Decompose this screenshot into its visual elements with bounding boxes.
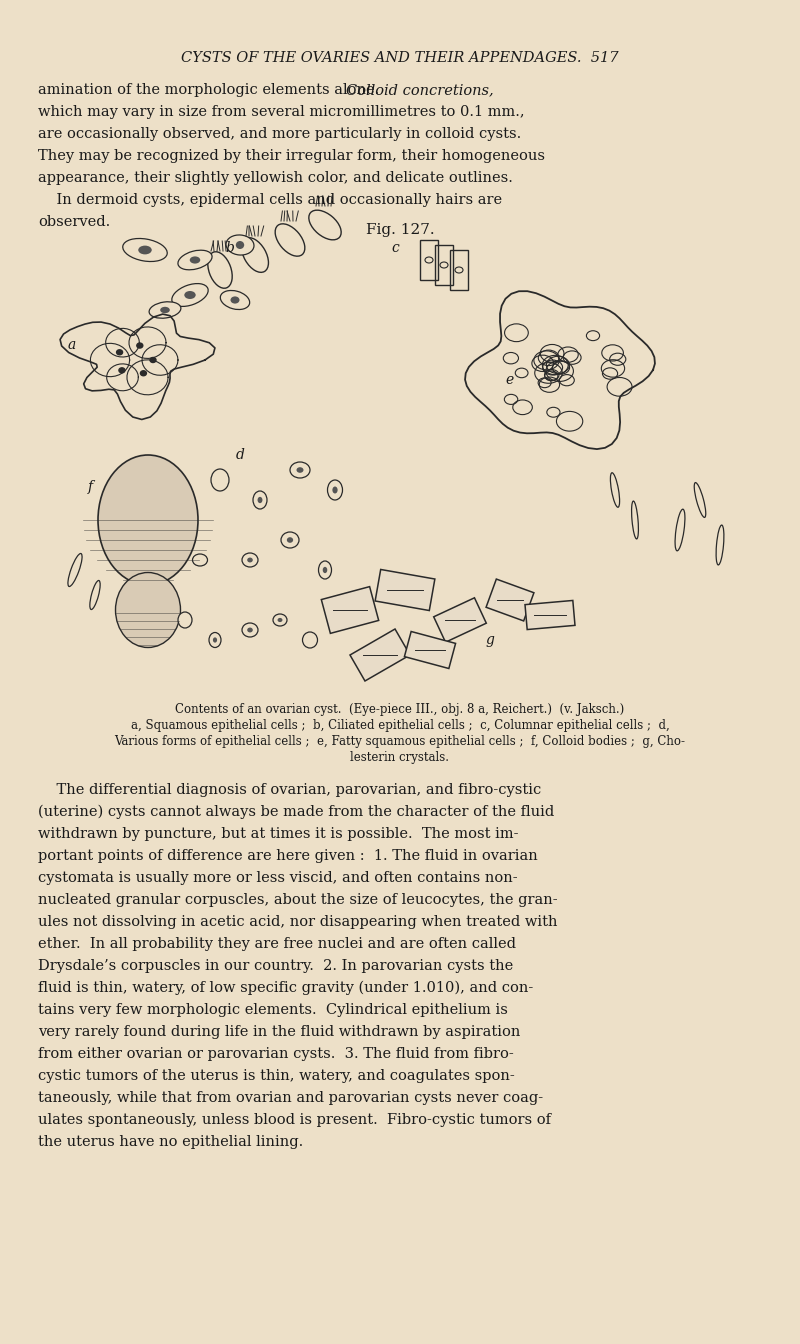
Ellipse shape [137, 343, 143, 348]
Ellipse shape [247, 558, 253, 562]
Text: appearance, their slightly yellowish color, and delicate outlines.: appearance, their slightly yellowish col… [38, 171, 513, 185]
Bar [420, 241, 438, 280]
Text: ules not dissolving in acetic acid, nor disappearing when treated with: ules not dissolving in acetic acid, nor … [38, 915, 558, 929]
Text: ether.  In all probability they are free nuclei and are often called: ether. In all probability they are free … [38, 937, 516, 952]
Text: cystomata is usually more or less viscid, and often contains non-: cystomata is usually more or less viscid… [38, 871, 518, 884]
Text: e: e [506, 374, 514, 387]
Text: f: f [87, 480, 93, 495]
Ellipse shape [190, 257, 200, 263]
Text: very rarely found during life in the fluid withdrawn by aspiration: very rarely found during life in the flu… [38, 1025, 520, 1039]
Ellipse shape [220, 290, 250, 309]
Text: Colloid concretions,: Colloid concretions, [346, 83, 494, 97]
Ellipse shape [90, 581, 100, 610]
Ellipse shape [716, 526, 724, 564]
Ellipse shape [119, 368, 125, 372]
Ellipse shape [297, 468, 303, 473]
Bar [486, 579, 534, 621]
Text: Various forms of epithelial cells ;  e, Fatty squamous epithelial cells ;  f, Co: Various forms of epithelial cells ; e, F… [114, 735, 686, 749]
Ellipse shape [236, 241, 244, 249]
Ellipse shape [253, 491, 267, 509]
Text: the uterus have no epithelial lining.: the uterus have no epithelial lining. [38, 1134, 303, 1149]
Bar [434, 598, 486, 642]
Ellipse shape [302, 632, 318, 648]
Ellipse shape [122, 238, 167, 262]
Text: fluid is thin, watery, of low specific gravity (under 1.010), and con-: fluid is thin, watery, of low specific g… [38, 981, 534, 995]
Text: are occasionally observed, and more particularly in colloid cysts.: are occasionally observed, and more part… [38, 126, 522, 141]
Bar [405, 632, 455, 668]
Text: lesterin crystals.: lesterin crystals. [350, 751, 450, 765]
Text: Drysdale’s corpuscles in our country.  2. In parovarian cysts the: Drysdale’s corpuscles in our country. 2.… [38, 960, 514, 973]
Ellipse shape [178, 250, 212, 270]
Ellipse shape [247, 628, 253, 633]
Text: ulates spontaneously, unless blood is present.  Fibro-cystic tumors of: ulates spontaneously, unless blood is pr… [38, 1113, 551, 1128]
Text: portant points of difference are here given :  1. The fluid in ovarian: portant points of difference are here gi… [38, 849, 538, 863]
Bar [435, 245, 453, 285]
Text: nucleated granular corpuscles, about the size of leucocytes, the gran-: nucleated granular corpuscles, about the… [38, 892, 558, 907]
Text: from either ovarian or parovarian cysts.  3. The fluid from fibro-: from either ovarian or parovarian cysts.… [38, 1047, 514, 1060]
Text: cystic tumors of the uterus is thin, watery, and coagulates spon-: cystic tumors of the uterus is thin, wat… [38, 1068, 514, 1083]
Ellipse shape [138, 246, 152, 254]
Ellipse shape [230, 297, 239, 304]
Text: c: c [391, 241, 399, 255]
Ellipse shape [610, 473, 619, 507]
Bar [450, 250, 468, 290]
Text: CYSTS OF THE OVARIES AND THEIR APPENDAGES.  517: CYSTS OF THE OVARIES AND THEIR APPENDAGE… [182, 51, 618, 65]
Ellipse shape [211, 469, 229, 491]
Ellipse shape [322, 567, 327, 573]
Bar [350, 629, 410, 681]
Ellipse shape [150, 358, 156, 363]
Ellipse shape [318, 560, 331, 579]
Ellipse shape [226, 235, 254, 255]
Ellipse shape [278, 618, 282, 622]
Text: which may vary in size from several micromillimetres to 0.1 mm.,: which may vary in size from several micr… [38, 105, 525, 120]
Text: observed.: observed. [38, 215, 110, 228]
Text: (uterine) cysts cannot always be made from the character of the fluid: (uterine) cysts cannot always be made fr… [38, 805, 554, 820]
Ellipse shape [242, 552, 258, 567]
Ellipse shape [694, 482, 706, 517]
Text: d: d [235, 448, 245, 462]
Text: b: b [226, 241, 234, 255]
Text: a: a [68, 337, 76, 352]
Ellipse shape [273, 614, 287, 626]
Text: In dermoid cysts, epidermal cells and occasionally hairs are: In dermoid cysts, epidermal cells and oc… [38, 194, 502, 207]
Ellipse shape [160, 306, 170, 313]
Ellipse shape [68, 554, 82, 586]
Ellipse shape [98, 456, 198, 585]
Ellipse shape [172, 284, 208, 306]
Text: The differential diagnosis of ovarian, parovarian, and fibro-cystic: The differential diagnosis of ovarian, p… [38, 784, 542, 797]
Text: withdrawn by puncture, but at times it is possible.  The most im-: withdrawn by puncture, but at times it i… [38, 827, 518, 841]
Ellipse shape [141, 371, 146, 376]
Ellipse shape [287, 538, 293, 543]
Text: tains very few morphologic elements.  Cylindrical epithelium is: tains very few morphologic elements. Cyl… [38, 1003, 508, 1017]
Ellipse shape [258, 497, 262, 503]
Text: Fig. 127.: Fig. 127. [366, 223, 434, 237]
Ellipse shape [290, 462, 310, 478]
Ellipse shape [209, 633, 221, 648]
Ellipse shape [117, 349, 122, 355]
Ellipse shape [184, 292, 196, 298]
Text: They may be recognized by their irregular form, their homogeneous: They may be recognized by their irregula… [38, 149, 545, 163]
Ellipse shape [213, 637, 217, 642]
Ellipse shape [327, 480, 342, 500]
Ellipse shape [281, 532, 299, 548]
Ellipse shape [242, 624, 258, 637]
Ellipse shape [675, 509, 685, 551]
Text: Contents of an ovarian cyst.  (Eye-piece III., obj. 8 a, Reichert.)  (v. Jaksch.: Contents of an ovarian cyst. (Eye-piece … [175, 703, 625, 716]
Text: amination of the morphologic elements alone.: amination of the morphologic elements al… [38, 83, 393, 97]
Ellipse shape [178, 612, 192, 628]
Ellipse shape [193, 554, 207, 566]
Text: a, Squamous epithelial cells ;  b, Ciliated epithelial cells ;  c, Columnar epit: a, Squamous epithelial cells ; b, Ciliat… [130, 719, 670, 732]
Bar [322, 586, 378, 633]
Bar [525, 601, 575, 629]
Bar [375, 570, 435, 610]
Text: g: g [486, 633, 494, 646]
Ellipse shape [115, 573, 181, 648]
Ellipse shape [332, 487, 338, 493]
Text: taneously, while that from ovarian and parovarian cysts never coag-: taneously, while that from ovarian and p… [38, 1091, 543, 1105]
Ellipse shape [631, 501, 638, 539]
Ellipse shape [149, 302, 181, 319]
